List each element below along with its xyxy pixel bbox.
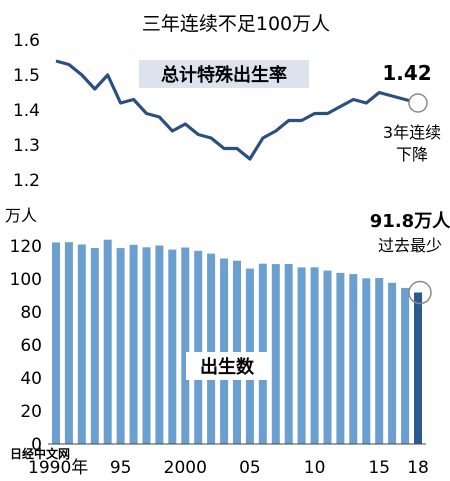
x-tick-1990: 1990年	[28, 458, 88, 478]
watermark: 日经中文网	[10, 446, 70, 461]
year-x-axis: 1990年 95 2000 05 10 15 18	[28, 443, 429, 478]
births-bar-2007	[271, 264, 280, 444]
fertility-rate-title: 总计特殊出生率	[161, 64, 287, 86]
births-bar-2018	[414, 292, 422, 444]
births-y-tick-5: 100	[10, 270, 42, 290]
births-bar-1990	[52, 242, 60, 444]
births-bar-2014	[362, 278, 371, 444]
births-note: 过去最少	[378, 236, 442, 255]
births-bar-1997	[142, 247, 151, 444]
births-y-tick-1: 20	[20, 402, 42, 422]
births-last-value: 91.8万人	[370, 211, 450, 232]
births-bar-1998	[155, 245, 164, 444]
fertility-rate-note-line1: 3年连续	[383, 123, 441, 142]
births-y-tick-6: 120	[10, 237, 42, 257]
births-bar-2009	[297, 267, 306, 444]
births-bar-1995	[116, 248, 125, 444]
x-tick-2010: 10	[304, 458, 326, 478]
fertility-rate-last-marker	[408, 93, 428, 113]
births-panel: 万人 0 20 40 60 80 100 120 出生数 91.8万人 过去最少 1990年…	[5, 206, 450, 478]
x-tick-1995: 95	[110, 458, 132, 478]
births-bar-1992	[77, 244, 86, 444]
x-tick-2005: 05	[239, 458, 261, 478]
fertility-rate-title-box	[139, 60, 309, 88]
fertility-rate-y-tick-2: 1.4	[13, 101, 40, 121]
x-tick-2015: 15	[368, 458, 390, 478]
births-bar-2000	[181, 247, 190, 444]
births-bar-2010	[310, 267, 319, 444]
births-bar-2016	[388, 282, 397, 444]
births-bars	[52, 239, 422, 444]
births-bar-2011	[323, 270, 332, 444]
births-last-marker	[408, 280, 432, 305]
fertility-rate-y-tick-0: 1.2	[13, 171, 40, 191]
fertility-rate-panel: 1.2 1.3 1.4 1.5 1.6 总计特殊出生率 1.42 3年连续 下降	[13, 31, 441, 191]
births-y-axis: 0 20 40 60 80 100 120	[10, 237, 42, 455]
births-bar-2002	[207, 253, 216, 444]
births-bar-2017	[401, 287, 410, 444]
births-bar-1994	[103, 239, 112, 444]
chart-title: 三年连续不足100万人	[142, 13, 330, 35]
fertility-rate-last-value: 1.42	[382, 61, 431, 85]
fertility-rate-y-tick-4: 1.6	[13, 31, 40, 51]
x-tick-2000: 2000	[164, 458, 207, 478]
births-y-tick-3: 60	[20, 336, 42, 356]
births-title-box	[186, 352, 268, 380]
x-tick-2018: 18	[407, 458, 429, 478]
fertility-rate-series-line	[55, 59, 419, 161]
fertility-rate-y-tick-1: 1.3	[13, 136, 40, 156]
births-y-tick-4: 80	[20, 303, 42, 323]
births-bar-1991	[64, 242, 73, 444]
births-bar-2012	[336, 272, 345, 444]
births-bar-1993	[90, 248, 99, 444]
births-bar-2013	[349, 274, 358, 444]
births-y-unit-label: 万人	[5, 206, 37, 225]
fertility-rate-y-tick-3: 1.5	[13, 66, 40, 86]
fertility-rate-y-axis: 1.2 1.3 1.4 1.5 1.6	[13, 31, 40, 191]
births-bar-1999	[168, 249, 177, 444]
births-bar-2015	[375, 278, 384, 444]
births-bar-2001	[194, 250, 203, 444]
births-bar-1996	[129, 244, 138, 444]
births-title: 出生数	[200, 356, 255, 378]
births-bar-2008	[284, 264, 293, 444]
births-bar-2003	[220, 258, 229, 444]
births-y-tick-0: 0	[31, 435, 42, 455]
births-y-tick-2: 40	[20, 369, 42, 389]
fertility-rate-note-line2: 下降	[396, 145, 428, 164]
